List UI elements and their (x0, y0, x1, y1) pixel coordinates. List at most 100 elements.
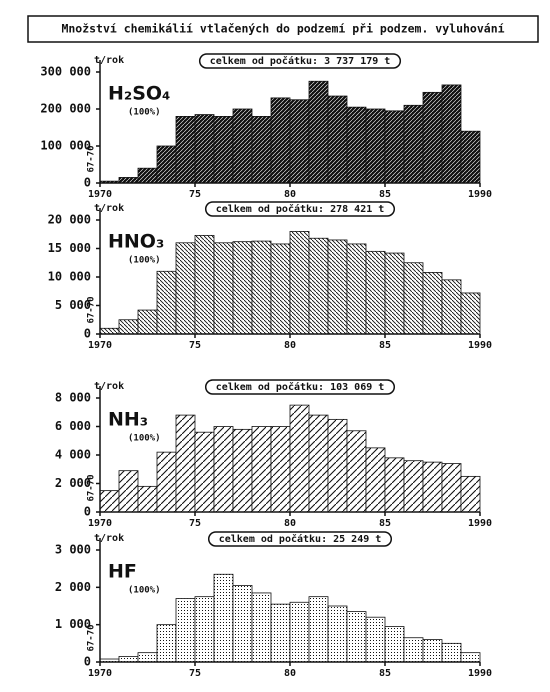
bar (441, 463, 462, 513)
bar (194, 431, 215, 513)
bar (175, 598, 196, 663)
bar (137, 309, 158, 335)
bar (118, 319, 139, 335)
x-tick-label: 1970 (88, 340, 112, 351)
bar (327, 605, 348, 663)
concentration: (100%) (128, 256, 161, 266)
chemical-name: NH₃ (108, 409, 148, 431)
bar (175, 414, 196, 513)
y-tick-label: 15 000 (48, 241, 91, 255)
bar (156, 270, 177, 335)
bar (403, 262, 424, 335)
y-tick-label: 10 000 (48, 270, 91, 284)
chemical-name: HF (108, 561, 137, 583)
bar (327, 418, 348, 513)
bar (270, 243, 291, 335)
bar (251, 592, 272, 663)
bar (156, 624, 177, 663)
bar (308, 596, 329, 663)
x-tick-label: 75 (189, 189, 201, 200)
first-bar-label: 67-70 (87, 296, 97, 323)
y-tick-label: 0 (84, 176, 91, 190)
title-box (27, 15, 539, 43)
bar (403, 104, 424, 184)
bar (403, 637, 424, 663)
bar (441, 642, 462, 663)
x-tick-label: 85 (379, 518, 391, 529)
y-tick-label: 0 (84, 505, 91, 519)
bar (251, 116, 272, 184)
bar (441, 84, 462, 184)
annotation: celkem od počátku: 103 069 t (216, 381, 385, 393)
bar (213, 116, 234, 184)
bar (232, 108, 253, 184)
bar (384, 457, 405, 513)
annotation-box (207, 531, 393, 547)
y-tick-label: 100 000 (40, 139, 91, 153)
bar (365, 447, 386, 513)
bar (327, 95, 348, 184)
x-tick-label: 1990 (468, 189, 492, 200)
bar (422, 91, 443, 184)
chemical-name: HNO₃ (108, 231, 164, 253)
bar (251, 240, 272, 335)
bar (289, 404, 310, 513)
y-tick-label: 300 000 (40, 65, 91, 79)
annotation: celkem od počátku: 278 421 t (216, 203, 385, 215)
bar (270, 97, 291, 184)
bar (156, 451, 177, 513)
bar (384, 110, 405, 184)
annotation-box (198, 53, 402, 69)
bar (251, 426, 272, 513)
bar (194, 114, 215, 184)
bar (156, 145, 177, 184)
y-tick-label: 4 000 (55, 448, 91, 462)
annotation-box (204, 201, 396, 217)
y-tick-label: 0 (84, 655, 91, 669)
bar (137, 485, 158, 513)
bar (137, 652, 158, 663)
x-tick-label: 1970 (88, 668, 112, 679)
bar (422, 639, 443, 663)
x-tick-label: 1990 (468, 340, 492, 351)
x-tick-label: 1990 (468, 518, 492, 529)
x-tick-label: 1970 (88, 189, 112, 200)
bar (308, 80, 329, 184)
bar (270, 426, 291, 513)
y-axis-label: t/rok (94, 55, 124, 66)
y-tick-label: 8 000 (55, 391, 91, 405)
bar (460, 292, 481, 335)
bar (118, 656, 139, 663)
annotation: celkem od počátku: 25 249 t (219, 533, 382, 545)
bar (232, 241, 253, 335)
x-tick-label: 85 (379, 340, 391, 351)
y-tick-label: 0 (84, 327, 91, 341)
concentration: (100%) (128, 108, 161, 118)
x-tick-label: 1970 (88, 518, 112, 529)
bar (289, 230, 310, 335)
x-tick-label: 80 (284, 668, 296, 679)
bar (118, 470, 139, 513)
bar (194, 596, 215, 663)
y-axis-label: t/rok (94, 203, 124, 214)
bar (384, 626, 405, 663)
x-tick-label: 80 (284, 189, 296, 200)
bar (194, 234, 215, 335)
bar (460, 475, 481, 513)
bar (289, 601, 310, 663)
y-tick-label: 1 000 (55, 617, 91, 631)
bar (118, 177, 139, 184)
x-tick-label: 85 (379, 668, 391, 679)
bar (384, 252, 405, 335)
y-tick-label: 6 000 (55, 419, 91, 433)
bar (346, 611, 367, 663)
concentration: (100%) (128, 434, 161, 444)
bar (327, 239, 348, 335)
x-tick-label: 75 (189, 668, 201, 679)
bar (365, 108, 386, 184)
x-tick-label: 80 (284, 340, 296, 351)
y-tick-label: 2 000 (55, 476, 91, 490)
y-tick-label: 5 000 (55, 298, 91, 312)
x-tick-label: 80 (284, 518, 296, 529)
